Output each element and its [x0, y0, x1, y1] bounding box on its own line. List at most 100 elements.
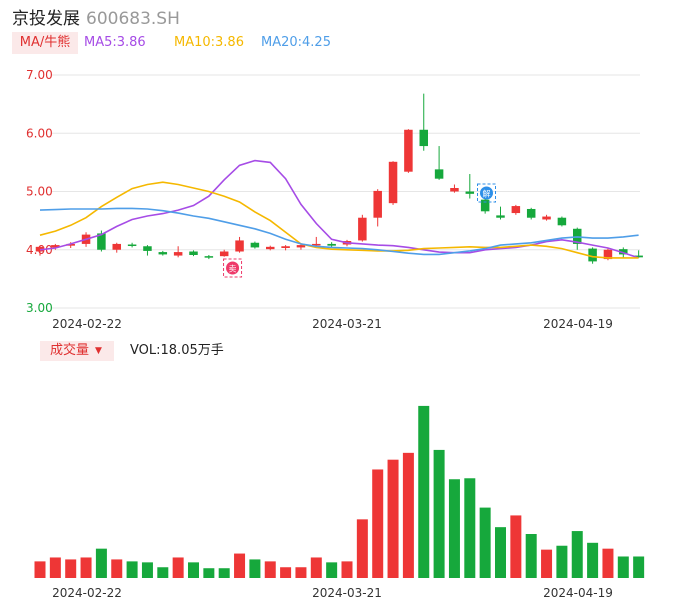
volume-bar[interactable] — [188, 562, 199, 578]
volume-bar[interactable] — [218, 568, 230, 578]
candle-body[interactable] — [158, 252, 168, 255]
volume-bar[interactable] — [126, 561, 138, 578]
volume-bar[interactable] — [541, 549, 553, 578]
volume-bar[interactable] — [310, 557, 322, 578]
volume-bar[interactable] — [448, 479, 460, 578]
volume-bar[interactable] — [525, 534, 537, 578]
marker-label: 解 — [483, 189, 491, 199]
candle-body[interactable] — [542, 216, 551, 220]
candle-body[interactable] — [480, 199, 490, 212]
volume-bar[interactable] — [587, 542, 599, 578]
date-tick-label: 2024-04-19 — [543, 317, 613, 331]
volume-bar[interactable] — [65, 559, 77, 578]
stock-code: 600683.SH — [86, 9, 180, 29]
volume-value: VOL:18.05万手 — [130, 343, 224, 358]
candle-body[interactable] — [97, 233, 106, 250]
candle-body[interactable] — [312, 243, 321, 246]
volume-bar[interactable] — [141, 562, 153, 578]
volume-bar[interactable] — [172, 557, 184, 578]
volume-bar[interactable] — [295, 567, 307, 578]
volume-bar[interactable] — [433, 449, 445, 578]
volume-date-tick-label: 2024-03-21 — [312, 586, 382, 600]
buy-badge-icon-frame — [477, 183, 496, 203]
candle-body[interactable] — [450, 188, 459, 192]
sell-badge-icon[interactable] — [226, 261, 240, 275]
volume-bar[interactable] — [34, 561, 46, 578]
ma20-value: MA20:4.25 — [261, 35, 331, 50]
candle-body[interactable] — [266, 246, 275, 250]
volume-bar[interactable] — [80, 557, 92, 578]
volume-bar[interactable] — [111, 559, 123, 578]
volume-bar[interactable] — [95, 548, 107, 578]
candle-body[interactable] — [296, 245, 306, 248]
candle-body[interactable] — [603, 249, 613, 260]
volume-bar[interactable] — [157, 567, 169, 578]
buy-badge-icon[interactable] — [480, 186, 493, 200]
candle-body[interactable] — [588, 248, 597, 262]
candle-body[interactable] — [173, 252, 183, 256]
volume-bar[interactable] — [264, 561, 276, 578]
candle-body[interactable] — [143, 246, 152, 251]
volume-bar[interactable] — [356, 519, 368, 578]
date-tick-label: 2024-02-22 — [52, 317, 122, 331]
marker-label: 卖 — [229, 265, 237, 274]
volume-bar[interactable] — [203, 568, 215, 578]
ma5-value: MA5:3.86 — [84, 35, 146, 50]
volume-indicator-selector[interactable]: 成交量 ▼ — [40, 341, 114, 361]
price-tick-label: 7.00 — [26, 68, 53, 82]
candle-body[interactable] — [250, 242, 260, 248]
volume-bar[interactable] — [49, 557, 61, 578]
candle-body[interactable] — [112, 243, 122, 250]
date-tick-label: 2024-03-21 — [312, 317, 382, 331]
volume-bar[interactable] — [479, 507, 491, 578]
candle-body[interactable] — [619, 249, 628, 255]
volume-bar[interactable] — [326, 562, 338, 578]
candle-body[interactable] — [358, 217, 367, 241]
volume-bar[interactable] — [418, 405, 430, 578]
candle-body[interactable] — [557, 217, 567, 226]
volume-date-tick-label: 2024-04-19 — [543, 586, 613, 600]
candle-body[interactable] — [66, 243, 75, 246]
candle-body[interactable] — [634, 255, 643, 258]
ma10-value: MA10:3.86 — [174, 35, 244, 50]
candle-body[interactable] — [281, 246, 290, 249]
volume-bar[interactable] — [234, 553, 246, 578]
candle-body[interactable] — [511, 206, 521, 214]
volume-bar[interactable] — [249, 559, 261, 578]
candle-body[interactable] — [465, 191, 475, 194]
candle-body[interactable] — [496, 215, 505, 218]
candle-body[interactable] — [327, 243, 336, 246]
candle-body[interactable] — [204, 256, 214, 258]
volume-bar[interactable] — [341, 561, 353, 578]
volume-bar[interactable] — [556, 545, 568, 578]
volume-bar[interactable] — [280, 567, 292, 578]
volume-bar[interactable] — [402, 452, 414, 578]
candle-body[interactable] — [219, 251, 229, 257]
candle-body[interactable] — [51, 245, 60, 248]
volume-bar[interactable] — [617, 556, 629, 578]
price-tick-label: 5.00 — [26, 185, 53, 199]
candle-body[interactable] — [404, 129, 413, 172]
candle-body[interactable] — [526, 208, 536, 218]
volume-bar[interactable] — [510, 515, 522, 578]
volume-bar[interactable] — [495, 527, 506, 578]
price-tick-label: 6.00 — [26, 126, 53, 140]
volume-bar[interactable] — [372, 469, 384, 578]
stock-name: 京投发展 — [12, 9, 80, 29]
candle-body[interactable] — [373, 190, 382, 218]
volume-bar[interactable] — [464, 478, 476, 578]
volume-indicator-label: 成交量 — [50, 343, 90, 358]
candle-body[interactable] — [189, 251, 198, 255]
ma-indicator-selector[interactable]: MA/牛熊 — [12, 32, 78, 54]
volume-bar[interactable] — [387, 459, 399, 578]
candle-body[interactable] — [388, 161, 398, 204]
volume-bar[interactable] — [633, 556, 645, 578]
candle-body[interactable] — [419, 129, 429, 147]
volume-bar[interactable] — [571, 531, 583, 578]
candle-body[interactable] — [434, 169, 444, 179]
candle-body[interactable] — [127, 244, 137, 247]
volume-bar[interactable] — [602, 548, 614, 578]
stock-header: 京投发展 600683.SH — [12, 4, 180, 29]
candle-body[interactable] — [235, 240, 244, 252]
